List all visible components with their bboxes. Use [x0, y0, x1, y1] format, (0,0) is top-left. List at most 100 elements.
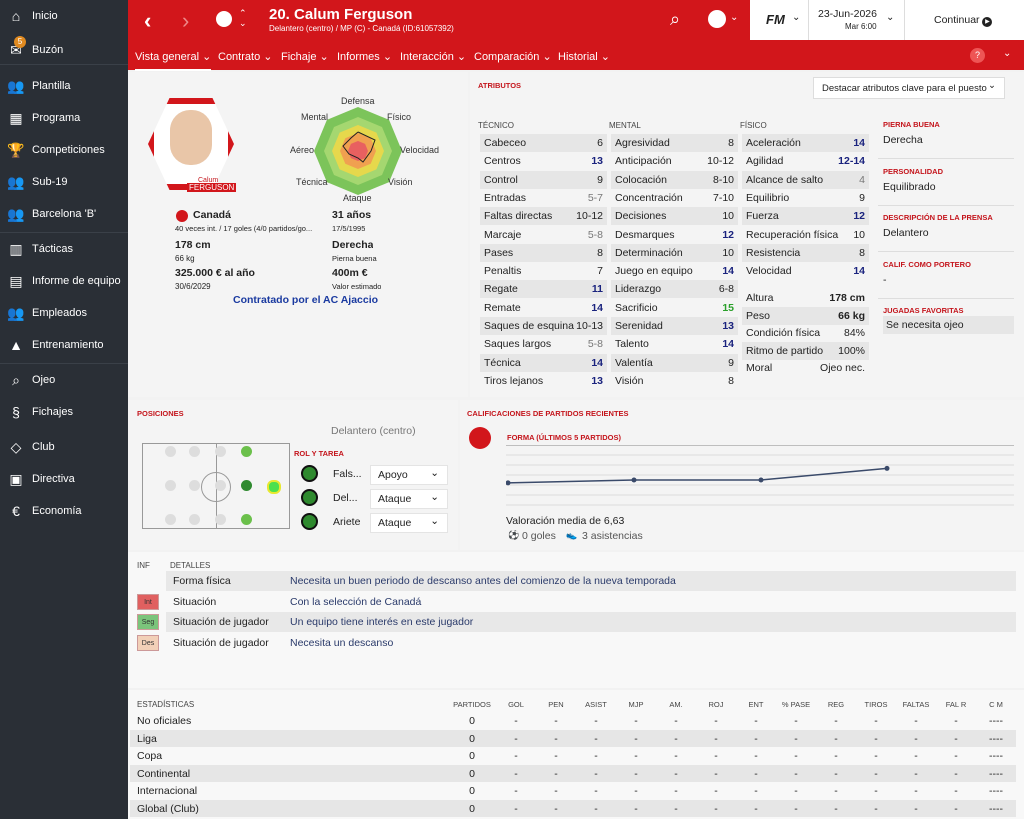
sidebar-item-econom-a[interactable]: € Economía	[0, 495, 128, 527]
stats-cell: -	[794, 732, 798, 745]
tab-vista-general[interactable]: Vista general ⌄	[135, 50, 212, 71]
attribute-row: Colocación 8-10	[611, 170, 738, 189]
stats-col-header[interactable]: Faltas	[902, 700, 930, 709]
stats-cell: -	[914, 750, 918, 763]
tab-comparaci-n[interactable]: Comparación ⌄	[474, 50, 552, 63]
sidebar-divider	[0, 363, 128, 364]
stats-col-header[interactable]: Gol	[508, 700, 524, 709]
sidebar-item-competiciones[interactable]: 🏆 Competiciones	[0, 134, 128, 166]
attr-group-physical: Físico	[740, 121, 767, 130]
role-name[interactable]: Fals...	[333, 468, 362, 480]
tab-fichaje[interactable]: Fichaje ⌄	[281, 50, 329, 63]
chevron-down-icon[interactable]: ⌄	[730, 12, 739, 23]
sidebar-item-fichajes[interactable]: § Fichajes	[0, 396, 128, 428]
sidebar-item-sub-19[interactable]: 👥 Sub-19	[0, 166, 128, 198]
sidebar-item-buz-n[interactable]: ✉ Buzón	[0, 34, 128, 66]
club-crest-icon[interactable]	[214, 9, 234, 29]
globe-icon[interactable]	[708, 10, 726, 28]
attribute-name: Agresividad	[615, 137, 670, 149]
stats-col-header[interactable]: Ent	[748, 700, 764, 709]
attribute-value: 10-12	[707, 155, 734, 168]
chevron-down-icon[interactable]: ⌄	[792, 12, 801, 23]
stats-row	[130, 764, 1016, 782]
attribute-row: Pases 8	[480, 243, 607, 262]
sidebar-item-directiva[interactable]: ▣ Directiva	[0, 463, 128, 495]
duty-dropdown[interactable]: Apoyo ⌄	[370, 465, 448, 485]
form-link[interactable]: Forma (últimos 5 partidos)	[507, 433, 622, 442]
contracted-by-link[interactable]: Contratado por el AC Ajaccio	[233, 294, 379, 306]
canada-flag-icon	[176, 210, 188, 222]
search-icon[interactable]: ⌕	[670, 9, 681, 29]
stats-cell: -	[874, 732, 878, 745]
stats-cell: -	[954, 715, 958, 727]
stats-cell: -	[714, 715, 718, 727]
chevron-down-icon[interactable]: ⌄	[886, 12, 895, 23]
stats-col-header[interactable]: Reg	[827, 700, 845, 709]
sidebar-item-club[interactable]: ◇ Club	[0, 431, 128, 463]
sidebar: ⌂ Inicio ✉ Buzón 5 👥 Plantilla ▦ Programa 🏆 Compet…	[0, 0, 128, 819]
stats-cell: -	[674, 732, 678, 745]
stats-cell: -	[954, 803, 958, 815]
sidebar-item-barcelona-b-[interactable]: 👥 Barcelona 'B'	[0, 198, 128, 230]
stats-cell: -	[834, 785, 838, 798]
stats-col-header[interactable]: % Pase	[781, 700, 811, 709]
fm-logo[interactable]: FM	[766, 12, 785, 27]
attribute-value: 8	[728, 374, 734, 387]
attribute-value: 14	[853, 137, 865, 149]
stats-col-header[interactable]: C M	[989, 700, 1003, 709]
sidebar-item-programa[interactable]: ▦ Programa	[0, 102, 128, 134]
stats-row-label: Continental	[137, 767, 191, 780]
stats-col-header[interactable]: Tiros	[864, 700, 888, 709]
role-name[interactable]: Del...	[333, 492, 358, 504]
chevron-down-icon[interactable]: ⌄	[1003, 48, 1012, 59]
stats-col-header[interactable]: Fal R	[945, 700, 967, 709]
stats-col-header[interactable]: Asist	[585, 700, 607, 709]
attribute-name: Alcance de salto	[746, 173, 824, 186]
continue-button[interactable]: Continuar ▶	[934, 14, 993, 27]
sidebar-item-empleados[interactable]: 👥 Empleados	[0, 297, 128, 329]
stats-cell: -	[674, 803, 678, 815]
stats-col-header[interactable]: Roj	[708, 700, 724, 709]
help-icon[interactable]: ?	[970, 48, 985, 63]
sidebar-item-entrenamiento[interactable]: ▲ Entrenamiento	[0, 329, 128, 361]
profile-contract-end: 30/6/2029	[175, 282, 211, 291]
sidebar-item-informe-de-equipo[interactable]: ▤ Informe de equipo	[0, 265, 128, 297]
stats-col-header[interactable]: Am.	[669, 700, 683, 709]
stats-row-label: Liga	[137, 732, 157, 745]
side-info-label: Personalidad	[883, 166, 944, 176]
stats-row	[130, 712, 1016, 729]
tab-historial[interactable]: Historial ⌄	[558, 50, 610, 63]
sidebar-item-plantilla[interactable]: 👥 Plantilla	[0, 70, 128, 102]
stats-col-header[interactable]: MJP	[628, 700, 644, 709]
profile-value: 400m €	[332, 267, 368, 279]
chevron-updown-icon[interactable]: ⌃ ⌄	[239, 8, 247, 28]
time-label: Mar 6:00	[845, 22, 877, 31]
attribute-name: Saques largos	[484, 338, 552, 351]
side-info-label: Jugadas favoritas	[883, 306, 964, 315]
forward-arrow-icon[interactable]: ›	[182, 8, 190, 33]
tab-informes[interactable]: Informes ⌄	[337, 50, 392, 63]
chevron-down-icon: ⌄	[260, 51, 273, 63]
mail-icon: ✉	[10, 41, 22, 58]
form-point	[631, 477, 637, 483]
stats-cell: -	[754, 767, 758, 780]
back-arrow-icon[interactable]: ‹	[144, 8, 152, 33]
tab-contrato[interactable]: Contrato ⌄	[218, 50, 272, 63]
sidebar-item-t-cticas[interactable]: ▥ Tácticas	[0, 233, 128, 265]
card-first-name: Calum	[198, 177, 219, 184]
stats-col-header[interactable]: Pen	[548, 700, 564, 709]
attribute-name: Determinación	[615, 246, 683, 259]
duty-dropdown[interactable]: Ataque ⌄	[370, 513, 448, 533]
sidebar-item-ojeo[interactable]: ⌕ Ojeo	[0, 364, 128, 396]
role-name[interactable]: Ariete	[333, 516, 361, 528]
stats-col-header[interactable]: Partidos	[453, 700, 491, 709]
chevron-down-icon: ⌄	[597, 51, 611, 63]
duty-dropdown[interactable]: Ataque ⌄	[370, 489, 448, 509]
attribute-row: Centros 13	[480, 152, 607, 170]
tab-interacci-n[interactable]: Interacción ⌄	[400, 50, 466, 63]
report-icon: ▤	[9, 272, 23, 289]
sidebar-item-inicio[interactable]: ⌂ Inicio	[0, 0, 128, 32]
continue-label: Continuar	[934, 14, 980, 26]
highlight-dropdown[interactable]: Destacar atributos clave para el puesto ⌄	[813, 77, 1005, 99]
attribute-row: Penaltis 7	[480, 262, 607, 280]
